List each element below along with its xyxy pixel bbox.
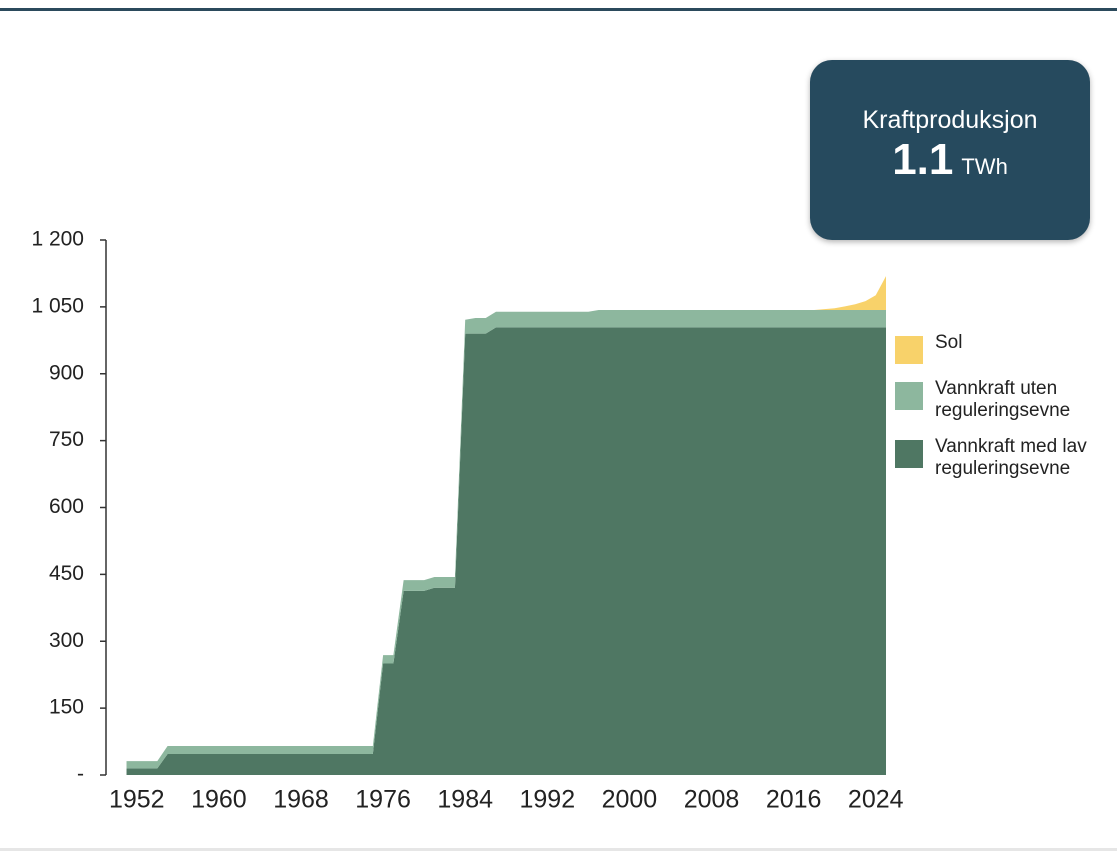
x-tick-label: 1968: [273, 786, 329, 814]
x-tick-label: 1992: [520, 786, 576, 814]
bottom-rule: [0, 848, 1117, 851]
y-tick-label: 750: [49, 428, 84, 451]
legend-swatch: [895, 440, 923, 468]
x-tick-label: 1960: [191, 786, 247, 814]
y-tick-label: 1 200: [31, 228, 84, 251]
y-tick-label: 300: [49, 629, 84, 652]
legend-swatch: [895, 336, 923, 364]
y-tick-label: 450: [49, 562, 84, 585]
y-tick-label: 150: [49, 696, 84, 719]
legend-item: Vannkraft med lav reguleringsevne: [895, 436, 1117, 480]
y-tick-label: 900: [49, 361, 84, 384]
x-tick-label: 2000: [602, 786, 658, 814]
legend-label: Vannkraft med lav reguleringsevne: [935, 436, 1087, 479]
kpi-value: 1.1: [892, 135, 954, 184]
x-tick-label: 2016: [766, 786, 822, 814]
legend-swatch: [895, 382, 923, 410]
x-tick-label: 2008: [684, 786, 740, 814]
top-rule: [0, 8, 1117, 11]
x-tick-label: 2024: [848, 786, 904, 814]
kpi-box: Kraftproduksjon 1.1 TWh: [810, 60, 1090, 240]
y-tick-label: 1 050: [31, 294, 84, 317]
area: [126, 327, 887, 775]
x-tick-label: 1952: [109, 786, 165, 814]
legend-label: Sol: [935, 332, 963, 353]
x-tick-label: 1984: [437, 786, 493, 814]
y-tick-label: 600: [49, 495, 84, 518]
legend-item: Vannkraft uten reguleringsevne: [895, 378, 1117, 422]
y-tick-label: -: [77, 763, 84, 786]
x-tick-label: 1976: [355, 786, 411, 814]
legend: Sol Vannkraft uten reguleringsevne Vannkra…: [895, 332, 1117, 494]
kpi-label: Kraftproduksjon: [862, 106, 1038, 134]
legend-label: Vannkraft uten reguleringsevne: [935, 378, 1071, 421]
kpi-unit: TWh: [961, 154, 1008, 179]
legend-item: Sol: [895, 332, 1117, 364]
